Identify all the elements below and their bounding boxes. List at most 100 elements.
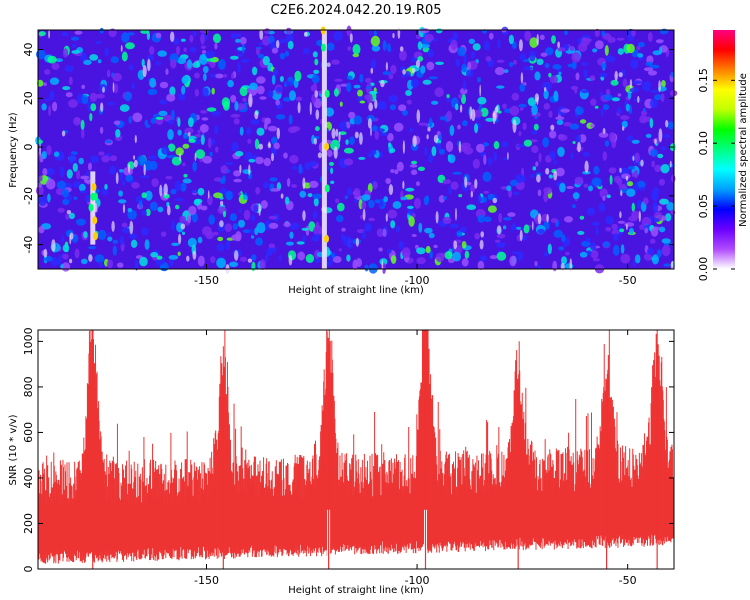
spectrogram-filament	[658, 128, 663, 142]
spectrogram-blob	[660, 93, 665, 102]
spectrogram-blob	[612, 244, 620, 256]
spectrogram-blob	[574, 88, 578, 94]
spectrogram-blob	[537, 265, 541, 269]
spectrogram-blob	[477, 194, 482, 204]
spectrogram-blob	[557, 134, 568, 141]
spectrogram-blob	[240, 58, 250, 63]
spectrogram-filament	[112, 81, 115, 93]
spectrogram-blob	[225, 239, 231, 250]
spectrogram-blob	[496, 251, 507, 261]
spectrogram-blob	[68, 76, 73, 86]
spectrogram-blob	[426, 61, 435, 71]
spectrogram-blob	[636, 180, 646, 189]
spectrogram-blob	[83, 59, 92, 65]
spectrogram-blob	[131, 182, 140, 189]
spectrogram-blob	[477, 214, 485, 223]
spectrogram-blob	[71, 50, 80, 54]
spectrogram-blob	[285, 241, 294, 246]
spectrogram-blob	[366, 85, 371, 90]
spectrogram-blob	[579, 251, 588, 258]
colorbar-ticks: 0.00 0.05 0.10 0.15	[697, 68, 735, 281]
spectrogram-blob	[311, 94, 317, 104]
spectrogram-blob	[335, 198, 340, 204]
spectrogram-blob	[661, 238, 671, 244]
spectrogram-blob	[620, 253, 631, 264]
spectrogram-blob	[590, 249, 599, 259]
spectrogram-blob	[165, 68, 169, 75]
spectrogram-blob	[531, 145, 539, 153]
spectrogram-blob	[326, 42, 335, 51]
spectrogram-streak-spot	[91, 183, 97, 192]
spectrogram-blob	[382, 71, 391, 76]
spectrogram-blob	[496, 242, 506, 248]
spectrogram-blob	[593, 165, 600, 175]
spectrogram-blob	[446, 94, 450, 99]
spectrogram-blob	[649, 64, 660, 69]
spectrogram-blob	[461, 63, 468, 73]
spectrogram-blob	[649, 98, 658, 109]
spectrogram-blob	[141, 227, 149, 236]
spectrogram-filament	[546, 213, 549, 223]
spectrogram-blob	[330, 180, 335, 184]
spectrogram-blob	[387, 209, 398, 219]
spectrogram-blob	[496, 85, 505, 89]
spectrogram-blob	[79, 190, 88, 194]
spectrogram-blob	[239, 86, 248, 97]
spectrogram-filament	[619, 211, 622, 219]
spectrogram-blob	[515, 174, 525, 184]
spectrogram-blob	[163, 114, 173, 122]
spectrogram-filament	[496, 225, 502, 235]
spectrogram-blob	[544, 62, 550, 69]
spectrogram-blob	[175, 147, 184, 156]
spectrogram-blob	[392, 201, 402, 209]
spectrogram-blob	[639, 115, 648, 124]
spectrogram-blob	[580, 89, 589, 94]
spectrogram-blob	[435, 28, 443, 34]
spectrogram-blob	[270, 188, 281, 192]
spectrogram-blob	[379, 132, 389, 137]
spectrogram-blob	[134, 260, 139, 271]
spectrogram-filament	[495, 105, 499, 113]
spectrogram-filament	[302, 210, 306, 222]
spectrogram-blob	[399, 50, 407, 61]
spectrogram-blob	[483, 190, 490, 194]
spectrogram-blob	[155, 61, 162, 66]
spectrogram-blob	[128, 64, 134, 71]
spectrogram-blob	[503, 69, 509, 73]
spectrogram-blob	[233, 178, 242, 183]
spectrogram-filament	[637, 96, 640, 103]
spectrogram-blob	[159, 81, 169, 89]
spectrogram-blob	[200, 110, 208, 114]
spectrogram-blob	[157, 50, 167, 57]
spectrogram-blob	[519, 83, 526, 93]
spectrogram-filament	[602, 127, 606, 134]
spectrogram-filament	[207, 190, 210, 199]
spectrogram-blob	[383, 196, 389, 203]
spectrogram-blob	[411, 160, 418, 165]
spectrogram-blob	[255, 187, 261, 195]
spectrogram-blob	[202, 50, 207, 54]
spectrogram-blob	[177, 117, 181, 128]
spectrogram-blob	[611, 223, 618, 230]
spectrogram-blob	[183, 47, 188, 53]
colorbar-gradient	[713, 30, 735, 269]
spectrogram-filament	[370, 126, 372, 137]
spectrogram-blob	[667, 121, 675, 130]
spectrogram-blob	[605, 55, 616, 63]
spectrogram-blob	[109, 165, 116, 175]
spectrogram-blob	[249, 228, 255, 235]
spectrogram-blob	[273, 142, 280, 150]
spectrogram-blob	[259, 96, 267, 100]
spectrogram-blob	[232, 223, 238, 230]
spectrogram-blob	[633, 169, 639, 179]
spectrogram-blob	[196, 60, 200, 68]
spectrogram-filament	[349, 33, 353, 43]
spectrogram-blob	[37, 182, 43, 188]
spectrogram-filament	[640, 159, 644, 167]
spectrogram-blob	[294, 70, 302, 82]
spectrogram-blob	[267, 90, 274, 98]
spectrogram-filament	[618, 72, 623, 78]
spectrogram-blob	[618, 184, 628, 190]
spectrogram-filament	[69, 258, 73, 264]
spectrogram-blob	[450, 39, 458, 50]
